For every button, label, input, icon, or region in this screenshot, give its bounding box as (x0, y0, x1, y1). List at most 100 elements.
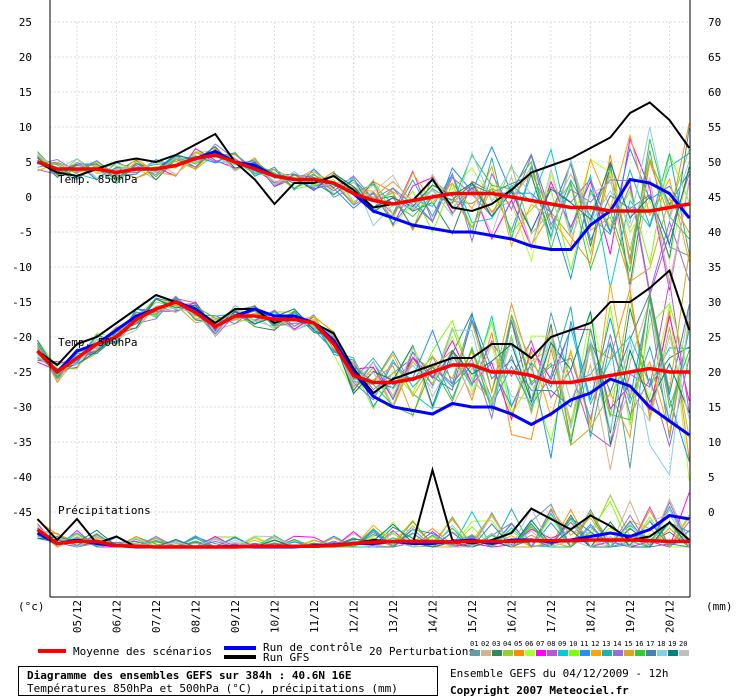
legend-perturbation-swatch (558, 650, 568, 656)
left-tick-label: 5 (25, 156, 32, 169)
legend-perturbation-swatch (536, 650, 546, 656)
legend-perturbation-id: 13 (602, 640, 610, 648)
legend-perturbation-id: 05 (514, 640, 522, 648)
left-tick-label: -10 (12, 261, 32, 274)
legend-perturbation-swatch (514, 650, 524, 656)
left-tick-label: -45 (12, 506, 32, 519)
left-tick-label: -40 (12, 471, 32, 484)
right-tick-label: 45 (708, 191, 721, 204)
legend: Moyenne des scénarios Run de contrôleRun … (38, 640, 689, 664)
perturbation-t500-line (37, 298, 690, 482)
legend-perturbation-id: 19 (668, 640, 676, 648)
left-tick-label: -30 (12, 401, 32, 414)
left-tick-label: 0 (25, 191, 32, 204)
legend-control-label: Run de contrôle (263, 641, 362, 654)
ensemble-chart: 30752570206515601055550045-540-1035-1530… (12, 0, 733, 664)
axes: 30752570206515601055550045-540-1035-1530… (12, 0, 733, 633)
legend-perturbation-swatch (580, 650, 590, 656)
right-tick-label: 35 (708, 261, 721, 274)
legend-perturbation-swatch (591, 650, 601, 656)
left-tick-label: 25 (19, 16, 32, 29)
right-tick-label: 25 (708, 331, 721, 344)
copyright: Copyright 2007 Meteociel.fr (450, 684, 629, 697)
legend-perturbation-swatch (613, 650, 623, 656)
legend-perturbation-id: 08 (547, 640, 555, 648)
x-tick-label: 11/12 (308, 600, 321, 633)
x-tick-label: 17/12 (545, 600, 558, 633)
x-tick-label: 09/12 (229, 600, 242, 633)
left-axis-unit: (°c) (18, 600, 45, 613)
perturbation-t500-line (37, 305, 690, 441)
legend-perturbation-swatch (569, 650, 579, 656)
x-tick-label: 13/12 (387, 600, 400, 633)
label-precip: Précipitations (58, 504, 151, 517)
label-t500: Temp. 500hPa (58, 336, 137, 349)
legend-perturbation-id: 20 (679, 640, 687, 648)
legend-perturbation-id: 03 (492, 640, 500, 648)
mean-t850-line (36, 153, 690, 213)
legend-perturbation-swatch (547, 650, 557, 656)
legend-mean-label: Moyenne des scénarios (73, 645, 212, 658)
perturbation-t500-line (37, 283, 690, 434)
x-tick-label: 08/12 (190, 600, 203, 633)
right-tick-label: 20 (708, 366, 721, 379)
legend-perturbation-id: 04 (503, 640, 511, 648)
right-axis-unit: (mm) (706, 600, 733, 613)
legend-perturbation-id: 02 (481, 640, 489, 648)
legend-perturbation-swatch (503, 650, 513, 656)
right-tick-label: 50 (708, 156, 721, 169)
legend-perturbation-id: 12 (591, 640, 599, 648)
x-tick-label: 19/12 (624, 600, 637, 633)
legend-perturbation-swatch (525, 650, 535, 656)
x-tick-label: 15/12 (466, 600, 479, 633)
left-tick-label: -5 (19, 226, 32, 239)
legend-perturbation-id: 09 (558, 640, 566, 648)
legend-perturbation-id: 18 (657, 640, 665, 648)
main-lines (36, 101, 691, 549)
legend-perturbation-swatch (635, 650, 645, 656)
mean-precip-line (36, 528, 690, 549)
footer-subtitle: Températures 850hPa et 500hPa (°C) , pré… (27, 682, 398, 695)
x-tick-label: 06/12 (111, 600, 124, 633)
legend-perturbation-id: 11 (580, 640, 588, 648)
legend-perturbation-swatch (668, 650, 678, 656)
left-tick-label: -15 (12, 296, 32, 309)
left-tick-label: 15 (19, 86, 32, 99)
right-tick-label: 70 (708, 16, 721, 29)
legend-perturbation-swatch (679, 650, 689, 656)
left-tick-label: -35 (12, 436, 32, 449)
right-tick-label: 60 (708, 86, 721, 99)
right-tick-label: 5 (708, 471, 715, 484)
legend-perturbation-id: 14 (613, 640, 621, 648)
right-tick-label: 10 (708, 436, 721, 449)
legend-perturbation-swatch (470, 650, 480, 656)
x-tick-label: 10/12 (269, 600, 282, 633)
legend-perturbation-id: 07 (536, 640, 544, 648)
run-info: Ensemble GEFS du 04/12/2009 - 12h (450, 667, 669, 680)
right-tick-label: 65 (708, 51, 721, 64)
legend-perturbation-id: 06 (525, 640, 533, 648)
label-t850: Temp. 850hPa (58, 173, 137, 186)
x-tick-label: 07/12 (150, 600, 163, 633)
x-tick-label: 18/12 (585, 600, 598, 633)
footer-title-box: Diagramme des ensembles GEFS sur 384h : … (18, 666, 438, 696)
labels: Temp. 850hPa Temp. 500hPa Précipitations (58, 173, 151, 517)
legend-perturbation-id: 17 (646, 640, 654, 648)
footer-title: Diagramme des ensembles GEFS sur 384h : … (27, 669, 352, 682)
right-tick-label: 30 (708, 296, 721, 309)
legend-perturbation-swatch (624, 650, 634, 656)
x-tick-label: 20/12 (664, 600, 677, 633)
left-tick-label: -25 (12, 366, 32, 379)
x-tick-label: 12/12 (348, 600, 361, 633)
x-tick-label: 16/12 (506, 600, 519, 633)
legend-perturbation-swatch (481, 650, 491, 656)
x-tick-label: 05/12 (71, 600, 84, 633)
legend-perturbation-swatch (657, 650, 667, 656)
right-tick-label: 0 (708, 506, 715, 519)
legend-perturbation-swatch (492, 650, 502, 656)
legend-perturbation-id: 16 (635, 640, 643, 648)
x-tick-label: 14/12 (427, 600, 440, 633)
right-tick-label: 15 (708, 401, 721, 414)
legend-perturbation-swatch (602, 650, 612, 656)
